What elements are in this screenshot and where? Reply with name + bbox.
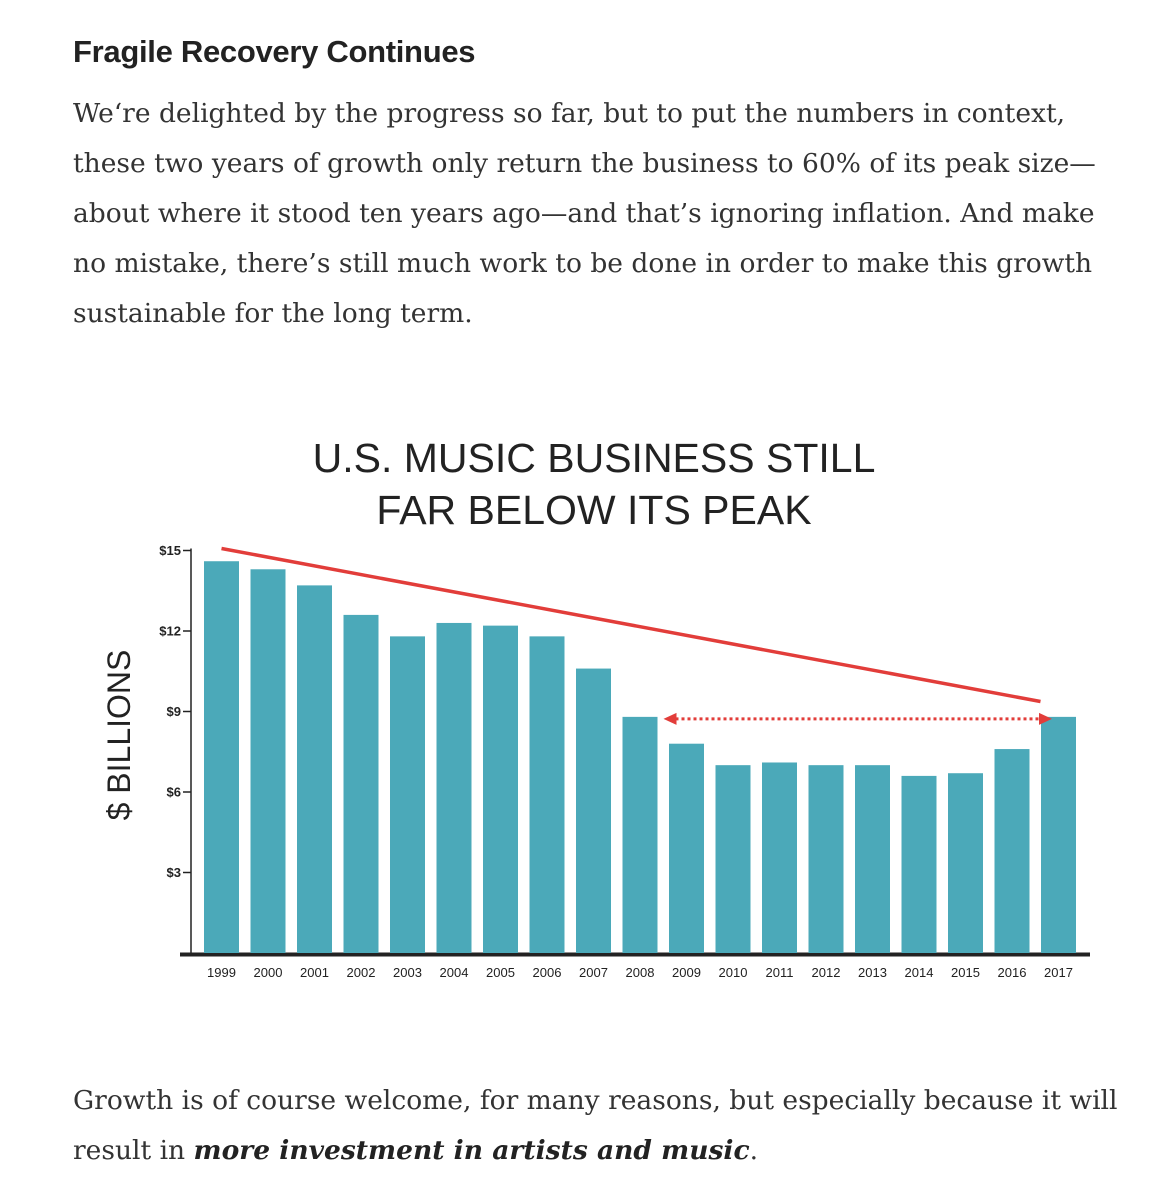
- x-tick-label-2011: 2011: [766, 965, 794, 980]
- bar-2016: [994, 749, 1030, 953]
- gap-arrow-head-right: [1039, 712, 1052, 725]
- x-tick-label-2007: 2007: [579, 965, 608, 980]
- x-tick-label-2001: 2001: [300, 965, 329, 980]
- bar-2007: [576, 668, 611, 953]
- bar-2010: [715, 765, 751, 953]
- x-tick-label-2004: 2004: [440, 965, 469, 980]
- closing-text: Growth is of course welcome, for many re…: [73, 1085, 1118, 1166]
- gap-arrow-head-left: [663, 712, 677, 725]
- y-tick-label: $9: [167, 704, 181, 719]
- bar-2000: [250, 569, 286, 953]
- x-tick-labels: 1999 2000 2001 2002 2003 2004 2005 2006 2007 2008…: [207, 965, 1073, 980]
- y-tick-label: $6: [167, 785, 181, 800]
- bar-2005: [483, 625, 518, 953]
- intro-paragraph: We‘re delighted by the progress so far, …: [73, 98, 1096, 329]
- bar-2002: [343, 614, 379, 953]
- x-tick-label-2002: 2002: [347, 965, 376, 980]
- annotations: [221, 546, 1052, 725]
- axes: $3 $6 $9 $12 $15: [159, 543, 1090, 957]
- x-tick-label-2016: 2016: [998, 965, 1027, 980]
- bar-2015: [948, 773, 983, 953]
- music-business-chart: U.S. MUSIC BUSINESS STILL FAR BELOW ITS P…: [101, 435, 1090, 980]
- bar-2001: [297, 585, 332, 953]
- bar-2011: [762, 762, 797, 953]
- chart-title-line-1: U.S. MUSIC BUSINESS STILL: [313, 435, 876, 481]
- trend-line: [221, 546, 1041, 704]
- x-tick-label-2012: 2012: [812, 965, 841, 980]
- bar-2006: [529, 636, 565, 953]
- bar-2004: [436, 622, 472, 953]
- bar-1999: [204, 561, 239, 953]
- x-tick-label-1999: 1999: [207, 965, 236, 980]
- bar-2012: [808, 765, 844, 953]
- chart-title: U.S. MUSIC BUSINESS STILL FAR BELOW ITS P…: [313, 435, 876, 533]
- x-tick-label-2009: 2009: [672, 965, 701, 980]
- chart-title-line-2: FAR BELOW ITS PEAK: [376, 487, 811, 533]
- x-tick-label-2017: 2017: [1044, 965, 1073, 980]
- y-tick-label: $15: [159, 543, 181, 558]
- bar-2014: [901, 775, 937, 953]
- x-tick-label-2014: 2014: [905, 965, 934, 980]
- bar-2009: [669, 743, 704, 953]
- y-tick-label: $3: [167, 865, 181, 880]
- x-tick-label-2005: 2005: [486, 965, 515, 980]
- bar-2013: [855, 765, 890, 953]
- bar-2017: [1041, 716, 1076, 953]
- x-tick-label-2003: 2003: [393, 965, 422, 980]
- x-tick-label-2015: 2015: [951, 965, 980, 980]
- y-tick-label: $12: [159, 624, 181, 639]
- closing-emphasis: more investment in artists and music: [193, 1135, 750, 1166]
- bar-2003: [390, 636, 425, 953]
- x-tick-label-2010: 2010: [719, 965, 748, 980]
- x-tick-label-2006: 2006: [533, 965, 562, 980]
- closing-paragraph: Growth is of course welcome, for many re…: [73, 1076, 1133, 1176]
- x-tick-label-2013: 2013: [858, 965, 887, 980]
- x-tick-label-2000: 2000: [254, 965, 283, 980]
- y-axis-label-text: $ BILLIONS: [101, 650, 137, 821]
- bars: [204, 561, 1076, 953]
- y-axis-label: $ BILLIONS: [101, 650, 137, 821]
- x-tick-label-2008: 2008: [626, 965, 655, 980]
- bar-2008: [622, 716, 658, 953]
- closing-period: .: [749, 1135, 759, 1166]
- section-heading: Fragile Recovery Continues: [73, 34, 476, 69]
